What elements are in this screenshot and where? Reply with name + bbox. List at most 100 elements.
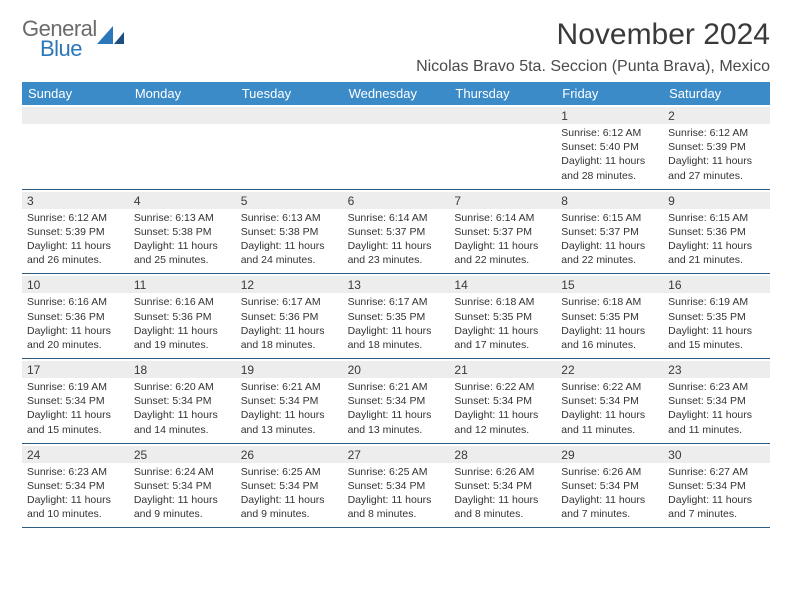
day-info: Sunrise: 6:26 AMSunset: 5:34 PMDaylight:… <box>561 465 658 522</box>
sunset-line: Sunset: 5:34 PM <box>241 479 338 493</box>
day-cell: 8Sunrise: 6:15 AMSunset: 5:37 PMDaylight… <box>556 190 663 274</box>
day-info: Sunrise: 6:15 AMSunset: 5:36 PMDaylight:… <box>668 211 765 268</box>
day-number: 20 <box>343 361 450 378</box>
daylight-line: Daylight: 11 hours and 13 minutes. <box>241 408 338 436</box>
day-cell: 2Sunrise: 6:12 AMSunset: 5:39 PMDaylight… <box>663 105 770 189</box>
day-info: Sunrise: 6:25 AMSunset: 5:34 PMDaylight:… <box>348 465 445 522</box>
sunset-line: Sunset: 5:36 PM <box>134 310 231 324</box>
sunset-line: Sunset: 5:38 PM <box>134 225 231 239</box>
day-header: Wednesday <box>343 82 450 105</box>
day-info: Sunrise: 6:23 AMSunset: 5:34 PMDaylight:… <box>668 380 765 437</box>
daylight-line: Daylight: 11 hours and 20 minutes. <box>27 324 124 352</box>
location-subtitle: Nicolas Bravo 5ta. Seccion (Punta Brava)… <box>416 58 770 76</box>
sunset-line: Sunset: 5:39 PM <box>668 140 765 154</box>
page-header: General Blue November 2024 Nicolas Bravo… <box>22 18 770 76</box>
day-header: Friday <box>556 82 663 105</box>
daylight-line: Daylight: 11 hours and 9 minutes. <box>134 493 231 521</box>
day-cell: 21Sunrise: 6:22 AMSunset: 5:34 PMDayligh… <box>449 359 556 443</box>
day-cell: 24 Sunrise: 6:23 AMSunset: 5:34 PMDayligh… <box>22 444 129 528</box>
sunrise-line: Sunrise: 6:22 AM <box>561 380 658 394</box>
day-number <box>343 107 450 124</box>
daylight-line: Daylight: 11 hours and 8 minutes. <box>348 493 445 521</box>
day-number: 22 <box>556 361 663 378</box>
sunrise-line: Sunrise: 6:18 AM <box>561 295 658 309</box>
day-cell: 18Sunrise: 6:20 AMSunset: 5:34 PMDayligh… <box>129 359 236 443</box>
day-cell: 20Sunrise: 6:21 AMSunset: 5:34 PMDayligh… <box>343 359 450 443</box>
day-number: 19 <box>236 361 343 378</box>
day-cell: 9 Sunrise: 6:15 AMSunset: 5:36 PMDaylight… <box>663 190 770 274</box>
daylight-line: Daylight: 11 hours and 22 minutes. <box>561 239 658 267</box>
day-cell: 25Sunrise: 6:24 AMSunset: 5:34 PMDayligh… <box>129 444 236 528</box>
brand-logo: General Blue <box>22 18 125 60</box>
day-info: Sunrise: 6:19 AMSunset: 5:34 PMDaylight:… <box>27 380 124 437</box>
day-info: Sunrise: 6:17 AMSunset: 5:36 PMDaylight:… <box>241 295 338 352</box>
sunrise-line: Sunrise: 6:26 AM <box>561 465 658 479</box>
week-row: 3Sunrise: 6:12 AMSunset: 5:39 PMDaylight… <box>22 190 770 275</box>
sunrise-line: Sunrise: 6:16 AM <box>134 295 231 309</box>
day-cell: 1 Sunrise: 6:12 AMSunset: 5:40 PMDaylight… <box>556 105 663 189</box>
day-number: 4 <box>129 192 236 209</box>
sunrise-line: Sunrise: 6:12 AM <box>561 126 658 140</box>
daylight-line: Daylight: 11 hours and 10 minutes. <box>27 493 124 521</box>
week-row: 17Sunrise: 6:19 AMSunset: 5:34 PMDayligh… <box>22 359 770 444</box>
sunset-line: Sunset: 5:35 PM <box>668 310 765 324</box>
day-info: Sunrise: 6:16 AMSunset: 5:36 PMDaylight:… <box>134 295 231 352</box>
sunrise-line: Sunrise: 6:19 AM <box>668 295 765 309</box>
daylight-line: Daylight: 11 hours and 18 minutes. <box>241 324 338 352</box>
day-info: Sunrise: 6:12 AMSunset: 5:39 PMDaylight:… <box>668 126 765 183</box>
sunrise-line: Sunrise: 6:17 AM <box>348 295 445 309</box>
day-number: 24 <box>22 446 129 463</box>
sunset-line: Sunset: 5:37 PM <box>348 225 445 239</box>
day-cell <box>343 105 450 189</box>
sunrise-line: Sunrise: 6:21 AM <box>241 380 338 394</box>
calendar-page: General Blue November 2024 Nicolas Bravo… <box>0 0 792 612</box>
sunrise-line: Sunrise: 6:16 AM <box>27 295 124 309</box>
daylight-line: Daylight: 11 hours and 25 minutes. <box>134 239 231 267</box>
day-cell: 30 Sunrise: 6:27 AMSunset: 5:34 PMDayligh… <box>663 444 770 528</box>
sunset-line: Sunset: 5:37 PM <box>561 225 658 239</box>
daylight-line: Daylight: 11 hours and 17 minutes. <box>454 324 551 352</box>
day-number: 8 <box>556 192 663 209</box>
day-info: Sunrise: 6:12 AMSunset: 5:40 PMDaylight:… <box>561 126 658 183</box>
day-number <box>22 107 129 124</box>
day-info: Sunrise: 6:21 AMSunset: 5:34 PMDaylight:… <box>241 380 338 437</box>
sunrise-line: Sunrise: 6:25 AM <box>348 465 445 479</box>
sunset-line: Sunset: 5:34 PM <box>134 479 231 493</box>
daylight-line: Daylight: 11 hours and 14 minutes. <box>134 408 231 436</box>
day-number: 15 <box>556 276 663 293</box>
day-number: 30 <box>663 446 770 463</box>
sunset-line: Sunset: 5:39 PM <box>27 225 124 239</box>
daylight-line: Daylight: 11 hours and 15 minutes. <box>27 408 124 436</box>
day-cell: 13Sunrise: 6:17 AMSunset: 5:35 PMDayligh… <box>343 274 450 358</box>
day-cell: 19 Sunrise: 6:21 AMSunset: 5:34 PMDayligh… <box>236 359 343 443</box>
day-number: 27 <box>343 446 450 463</box>
day-cell: 22Sunrise: 6:22 AMSunset: 5:34 PMDayligh… <box>556 359 663 443</box>
daylight-line: Daylight: 11 hours and 9 minutes. <box>241 493 338 521</box>
day-number <box>449 107 556 124</box>
day-info: Sunrise: 6:27 AMSunset: 5:34 PMDaylight:… <box>668 465 765 522</box>
day-cell: 17Sunrise: 6:19 AMSunset: 5:34 PMDayligh… <box>22 359 129 443</box>
sunset-line: Sunset: 5:34 PM <box>668 394 765 408</box>
day-number: 1 <box>556 107 663 124</box>
day-cell: 23 Sunrise: 6:23 AMSunset: 5:34 PMDayligh… <box>663 359 770 443</box>
day-info: Sunrise: 6:19 AMSunset: 5:35 PMDaylight:… <box>668 295 765 352</box>
sunrise-line: Sunrise: 6:12 AM <box>27 211 124 225</box>
day-info: Sunrise: 6:18 AMSunset: 5:35 PMDaylight:… <box>561 295 658 352</box>
daylight-line: Daylight: 11 hours and 11 minutes. <box>561 408 658 436</box>
day-cell <box>129 105 236 189</box>
daylight-line: Daylight: 11 hours and 22 minutes. <box>454 239 551 267</box>
sunrise-line: Sunrise: 6:18 AM <box>454 295 551 309</box>
brand-text: General Blue <box>22 18 97 60</box>
day-info: Sunrise: 6:18 AMSunset: 5:35 PMDaylight:… <box>454 295 551 352</box>
sunrise-line: Sunrise: 6:19 AM <box>27 380 124 394</box>
sunset-line: Sunset: 5:34 PM <box>348 394 445 408</box>
day-number: 23 <box>663 361 770 378</box>
sunrise-line: Sunrise: 6:20 AM <box>134 380 231 394</box>
day-number: 28 <box>449 446 556 463</box>
sunrise-line: Sunrise: 6:14 AM <box>454 211 551 225</box>
calendar-grid: Sunday Monday Tuesday Wednesday Thursday… <box>22 82 770 528</box>
day-number: 9 <box>663 192 770 209</box>
sunrise-line: Sunrise: 6:14 AM <box>348 211 445 225</box>
day-info: Sunrise: 6:23 AMSunset: 5:34 PMDaylight:… <box>27 465 124 522</box>
day-number: 18 <box>129 361 236 378</box>
